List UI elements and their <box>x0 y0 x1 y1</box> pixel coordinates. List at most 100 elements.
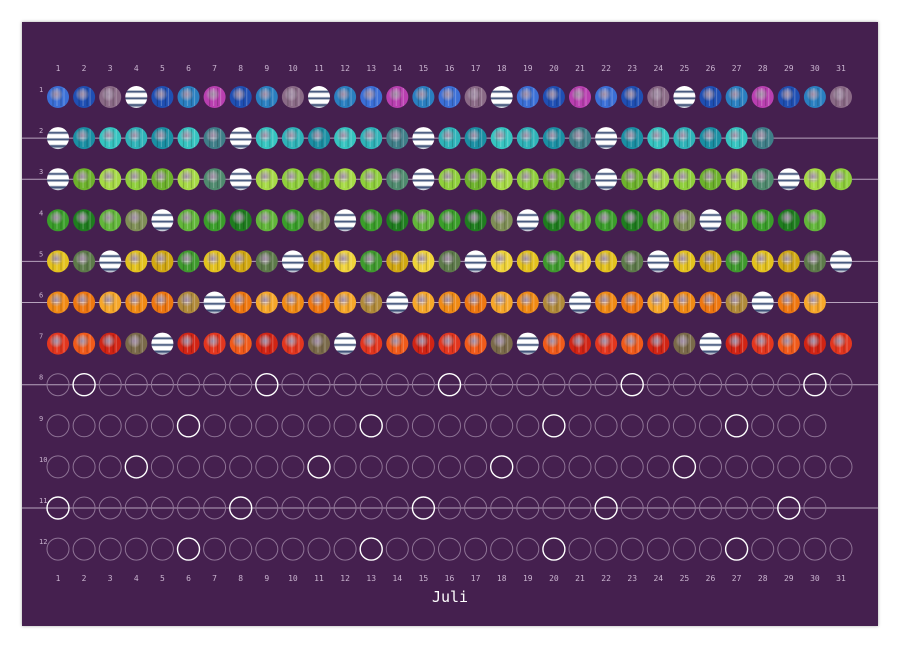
day-dot-striped <box>334 209 357 232</box>
day-dot <box>699 250 722 273</box>
day-number-top: 10 <box>288 64 298 73</box>
day-dot <box>412 209 435 232</box>
day-ring <box>516 496 540 520</box>
day-ring <box>751 373 775 397</box>
day-dot <box>621 86 644 108</box>
month-row-4: 4 <box>39 209 826 232</box>
day-ring <box>516 455 540 479</box>
day-dot <box>516 127 539 150</box>
day-dot-striped <box>647 250 670 273</box>
day-ring <box>803 537 827 561</box>
day-number-bottom: 18 <box>497 574 507 583</box>
day-ring <box>490 496 514 520</box>
day-ring <box>464 373 488 397</box>
day-number-top: 7 <box>212 64 217 73</box>
day-dot-faded <box>386 127 409 150</box>
day-dot <box>308 168 330 191</box>
day-dot <box>177 127 200 150</box>
day-ring <box>594 537 618 561</box>
day-ring <box>751 455 775 479</box>
day-ring <box>307 414 331 438</box>
day-number-top: 6 <box>186 64 191 73</box>
day-dot <box>464 209 487 232</box>
day-dot <box>595 250 618 273</box>
day-number-top: 15 <box>419 64 429 73</box>
day-dot-striped <box>412 127 435 150</box>
day-dot <box>177 250 200 273</box>
day-ring <box>150 373 174 397</box>
day-ring <box>333 537 357 561</box>
day-dot <box>438 209 461 232</box>
day-dot <box>595 332 618 355</box>
day-dot-striped <box>673 86 696 108</box>
day-dot <box>281 127 304 150</box>
day-ring <box>672 537 696 561</box>
day-dot-faded <box>647 86 670 108</box>
day-number-top: 30 <box>810 64 820 73</box>
day-dot <box>125 291 148 314</box>
day-ring-highlight <box>359 537 383 561</box>
day-ring <box>203 455 227 479</box>
day-ring <box>490 537 514 561</box>
day-ring <box>438 455 461 479</box>
day-ring <box>150 537 174 561</box>
day-dot-faded <box>490 332 513 355</box>
day-dot <box>725 168 748 191</box>
day-dot <box>621 332 644 355</box>
month-row-9: 9 <box>39 414 827 438</box>
day-ring <box>281 373 305 397</box>
day-dot <box>412 332 435 355</box>
day-number-bottom: 31 <box>836 574 846 583</box>
day-dot <box>673 291 696 314</box>
day-dot <box>255 86 278 108</box>
row-number: 6 <box>39 292 43 300</box>
day-ring <box>411 414 435 438</box>
day-ring-highlight <box>124 455 149 479</box>
row-number: 1 <box>39 86 43 94</box>
day-number-top: 29 <box>784 64 794 73</box>
day-ring <box>229 455 253 479</box>
day-dot <box>229 86 252 108</box>
day-ring-highlight <box>724 537 749 561</box>
day-number-bottom: 23 <box>627 574 637 583</box>
day-number-top: 1 <box>56 64 61 73</box>
day-number-bottom: 10 <box>288 574 298 583</box>
day-dot-faded <box>203 127 226 150</box>
day-dot <box>334 250 357 273</box>
month-row-10: 10 <box>39 455 853 479</box>
day-ring <box>594 373 618 397</box>
day-dot <box>438 168 461 191</box>
day-ring <box>255 455 279 479</box>
day-dot-striped <box>777 168 800 191</box>
day-dot <box>99 209 122 232</box>
day-dot <box>673 127 696 150</box>
day-ring <box>229 373 253 397</box>
day-number-bottom: 7 <box>212 574 217 583</box>
day-dot <box>542 332 565 355</box>
day-dot <box>360 209 383 232</box>
day-ring-highlight <box>803 373 827 397</box>
day-dot-striped <box>386 291 409 314</box>
day-dot <box>673 250 696 273</box>
day-dot <box>777 250 800 273</box>
day-dot <box>542 209 565 232</box>
day-ring <box>72 496 96 520</box>
day-dot <box>360 168 383 191</box>
day-dot <box>360 250 383 273</box>
day-ring <box>255 414 279 438</box>
day-ring-highlight <box>307 455 331 479</box>
day-ring-highlight <box>594 496 618 520</box>
day-ring <box>777 373 801 397</box>
day-number-top: 22 <box>601 64 611 73</box>
day-number-top: 9 <box>264 64 269 73</box>
day-number-top: 14 <box>392 64 402 73</box>
day-number-top: 13 <box>366 64 376 73</box>
day-ring <box>98 373 122 397</box>
day-dot <box>725 332 748 355</box>
day-ring <box>177 455 200 479</box>
calendar-poster: 1 1 2 2 3 3 4 4 5 5 6 6 7 7 8 8 9 9 10 10 11 11 12 12 13 13 14 14 15… <box>22 22 878 626</box>
day-ring-highlight <box>490 455 514 479</box>
day-dot-striped <box>595 127 618 150</box>
month-row-8: 8 <box>22 373 878 397</box>
day-dot <box>803 209 826 232</box>
